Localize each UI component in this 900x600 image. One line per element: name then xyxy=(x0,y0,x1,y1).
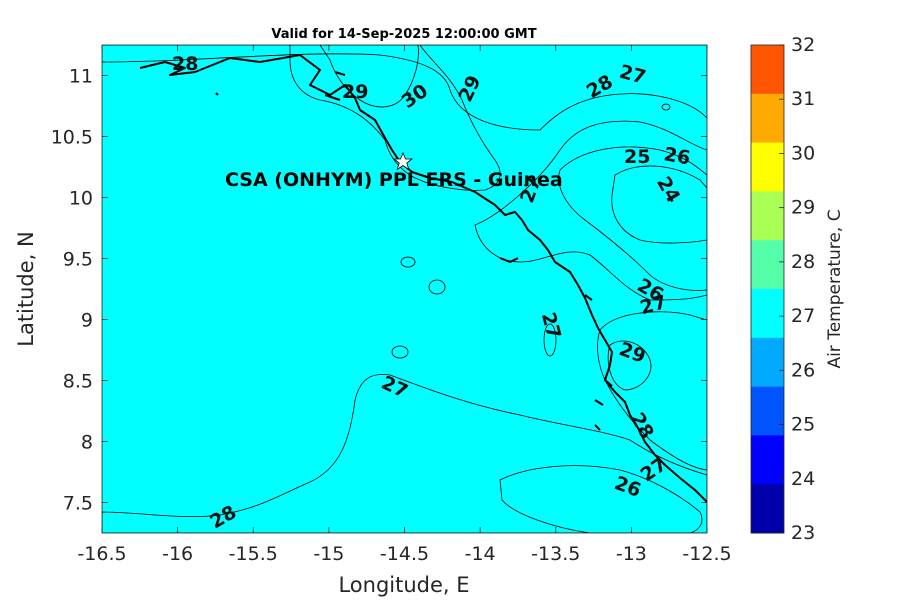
x-tick-label: -13 xyxy=(616,543,647,565)
field-26-27 xyxy=(102,45,707,533)
y-axis: 11 10.5 10 9.5 9 8.5 8 7.5 xyxy=(51,66,707,515)
band-28-29 xyxy=(289,45,501,191)
colorbar-tick-label: 24 xyxy=(791,468,815,490)
colorbar-tick-label: 26 xyxy=(791,359,815,381)
band-27-28-north xyxy=(102,45,707,131)
blob-5 xyxy=(661,103,671,111)
x-axis: -16.5 -16 -15.5 -15 -14.5 -14 -13.5 -13 -12.5 xyxy=(77,45,732,565)
blob-1 xyxy=(400,256,416,268)
colorbar-swatch xyxy=(751,484,784,534)
contour-label: 29 xyxy=(342,81,368,103)
colorbar-tick-label: 27 xyxy=(791,305,815,327)
x-tick-label: -16 xyxy=(162,543,193,565)
blob-3 xyxy=(391,345,409,359)
plot-area: CSA (ONHYM) PPL ERS - Guinea 28 29 30 29… xyxy=(102,45,707,533)
x-tick-label: -15 xyxy=(313,543,344,565)
x-tick-label: -15.5 xyxy=(229,543,278,565)
y-tick-label: 7.5 xyxy=(63,493,93,515)
band-27-28-south xyxy=(597,311,707,471)
y-tick-label: 10.5 xyxy=(51,127,93,149)
colorbar-swatch xyxy=(751,142,784,192)
contour-label: 26 xyxy=(662,143,692,169)
band-25-26-south xyxy=(102,373,707,533)
x-tick-label: -14 xyxy=(465,543,496,565)
colorbar-swatch xyxy=(751,93,784,144)
colorbar: 32 31 30 29 28 27 26 25 24 23 xyxy=(750,34,815,544)
band-24-25-south xyxy=(499,465,703,533)
colorbar-swatch xyxy=(751,386,784,436)
y-tick-label: 9.5 xyxy=(63,249,93,271)
x-tick-label: -12.5 xyxy=(682,543,731,565)
colorbar-label: Air Temperature, C xyxy=(825,209,845,368)
x-tick-label: -13.5 xyxy=(531,543,580,565)
colorbar-tick-label: 30 xyxy=(791,142,815,164)
y-tick-label: 8.5 xyxy=(63,371,93,393)
colorbar-swatch xyxy=(751,289,784,339)
colorbar-swatch xyxy=(751,191,784,241)
x-axis-label: Longitude, E xyxy=(338,573,469,597)
colorbar-tick-label: 32 xyxy=(791,34,815,56)
x-tick-label: -16.5 xyxy=(77,543,126,565)
colorbar-swatch xyxy=(751,435,784,485)
band-24-25 xyxy=(558,146,707,291)
site-annotation: CSA (ONHYM) PPL ERS - Guinea xyxy=(225,169,563,191)
contour-label: 28 xyxy=(172,53,198,75)
band-25-26-north xyxy=(474,120,707,301)
chart-title: Valid for 14-Sep-2025 12:00:00 GMT xyxy=(271,27,536,42)
coastline-islands xyxy=(215,71,613,431)
colorbar-frame xyxy=(750,44,785,534)
station-star-marker xyxy=(392,151,414,171)
y-axis-label: Latitude, N xyxy=(14,231,38,347)
y-tick-label: 9 xyxy=(81,310,93,332)
colorbar-tick-label: 31 xyxy=(791,88,815,110)
colorbar-swatch xyxy=(751,45,784,95)
colorbar-tick-label: 25 xyxy=(791,414,815,436)
coastline xyxy=(139,54,707,503)
y-tick-label: 11 xyxy=(69,66,93,88)
blob-4 xyxy=(543,323,557,357)
x-tick-label: -14.5 xyxy=(380,543,429,565)
colorbar-tick-label: 23 xyxy=(791,522,815,544)
band-29-30 xyxy=(319,45,419,108)
colorbar-tick-label: 28 xyxy=(791,251,815,273)
colorbar-swatch xyxy=(751,337,784,388)
contour-label: 25 xyxy=(624,146,650,168)
blob-2 xyxy=(428,279,446,295)
y-tick-label: 10 xyxy=(69,188,93,210)
band-23-24 xyxy=(611,165,707,244)
y-tick-label: 8 xyxy=(81,432,93,454)
colorbar-tick-label: 29 xyxy=(791,197,815,219)
colorbar-swatch xyxy=(751,240,784,290)
band-28-29-south xyxy=(607,340,652,391)
